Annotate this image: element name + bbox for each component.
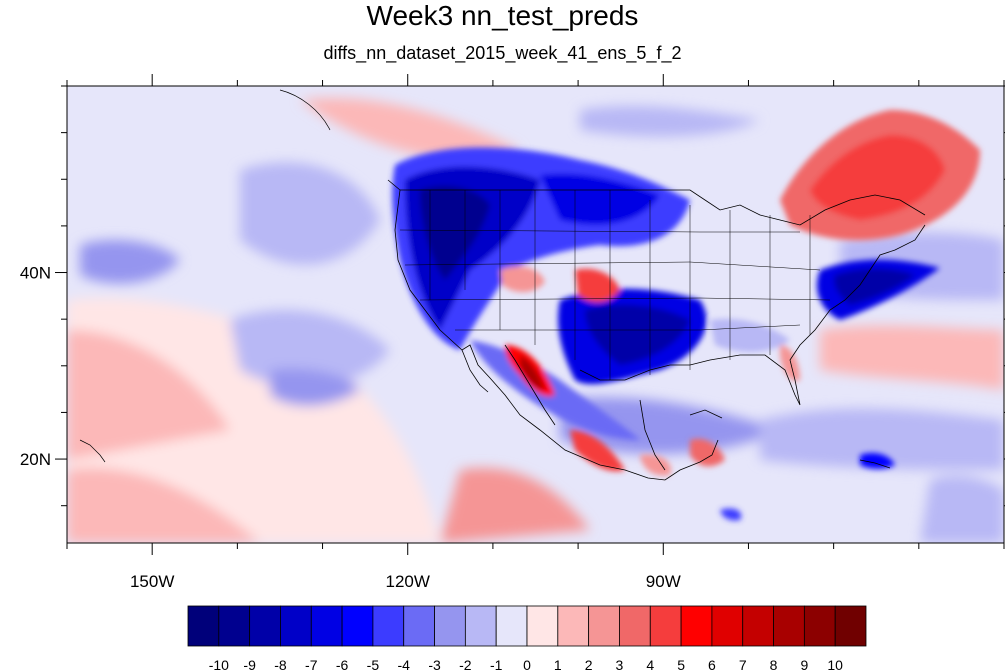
colorbar-label: 4: [646, 657, 654, 672]
colorbar-label: 3: [616, 657, 624, 672]
colorbar-label: 8: [770, 657, 778, 672]
land-anomalies: [392, 110, 980, 521]
colorbar-swatch: [588, 605, 620, 647]
colorbar-label: 9: [800, 657, 808, 672]
colorbar-swatch: [711, 605, 744, 647]
coastlines: [387, 179, 926, 481]
ocean-anomalies: [67, 98, 1004, 543]
colorbar-swatch: [557, 605, 590, 647]
lon-label: 120W: [386, 572, 430, 591]
colorbar-swatch: [834, 605, 867, 647]
lat-label: 40N: [20, 264, 51, 283]
chart-title: Week3 nn_test_preds: [366, 0, 639, 31]
colorbar-label: -10: [209, 657, 229, 672]
colorbar-swatch: [742, 605, 774, 647]
colorbar-swatch: [526, 605, 559, 647]
colorbar-swatch: [680, 605, 713, 647]
colorbar-swatch: [773, 605, 805, 647]
colorbar-swatch: [372, 605, 405, 647]
colorbar-label: -2: [459, 657, 472, 672]
colorbar-label: 2: [585, 657, 593, 672]
colorbar-label: -8: [274, 657, 287, 672]
colorbar-swatch: [464, 605, 497, 647]
colorbar-swatch: [341, 605, 374, 647]
colorbar-swatch: [187, 605, 220, 647]
colorbar-label: -5: [367, 657, 380, 672]
colorbar: [187, 605, 867, 647]
colorbar-swatch: [649, 605, 682, 647]
latitude-labels: 40N 20N: [20, 264, 51, 470]
colorbar-label: -4: [398, 657, 411, 672]
lat-label: 20N: [20, 450, 51, 469]
islands: [79, 89, 891, 469]
map-frame: [66, 85, 1005, 544]
colorbar-label: 5: [677, 657, 685, 672]
colorbar-swatch: [803, 605, 836, 647]
colorbar-label: 1: [554, 657, 562, 672]
colorbar-label: -1: [490, 657, 503, 672]
colorbar-swatch: [249, 605, 281, 647]
state-borders: [399, 190, 831, 380]
colorbar-swatch: [619, 605, 651, 647]
lon-label: 90W: [646, 572, 681, 591]
colorbar-swatch: [495, 605, 528, 647]
longitude-labels: 150W 120W 90W: [130, 572, 681, 591]
colorbar-swatch: [434, 605, 466, 647]
lon-label: 150W: [130, 572, 174, 591]
axis-ticks: [55, 74, 1005, 555]
colorbar-labels: -10 -9 -8 -7 -6 -5 -4 -3 -2 -1 0 1 2 3 4 5 6 7 8 9 10: [209, 657, 843, 672]
colorbar-label: -3: [428, 657, 441, 672]
colorbar-label: 0: [523, 657, 531, 672]
colorbar-label: 10: [827, 657, 843, 672]
colorbar-label: -7: [305, 657, 318, 672]
colorbar-swatch: [403, 605, 435, 647]
colorbar-swatch: [218, 605, 251, 647]
colorbar-swatch: [280, 605, 312, 647]
colorbar-label: 7: [739, 657, 747, 672]
chart-subtitle: diffs_nn_dataset_2015_week_41_ens_5_f_2: [323, 43, 682, 63]
colorbar-swatch: [310, 605, 343, 647]
colorbar-label: -9: [243, 657, 256, 672]
map-field: [67, 86, 1004, 543]
colorbar-label: -6: [336, 657, 349, 672]
colorbar-label: 6: [708, 657, 716, 672]
